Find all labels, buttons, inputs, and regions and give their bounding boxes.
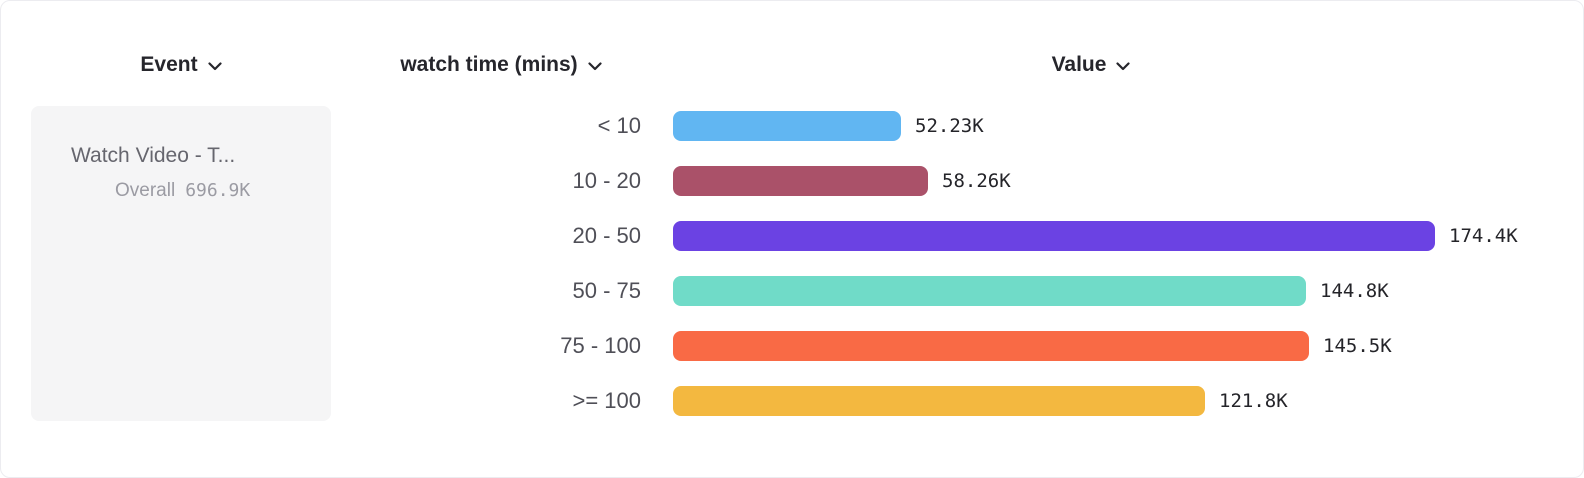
event-panel[interactable]: Watch Video - T... Overall 696.9K (31, 106, 331, 421)
bar-row: 10 - 20 58.26K (361, 153, 1563, 208)
overall-value: 696.9K (185, 180, 251, 201)
value-label: 58.26K (942, 169, 1011, 192)
category-label: 10 - 20 (572, 167, 642, 193)
bar-row: 50 - 75 144.8K (361, 263, 1563, 318)
bar[interactable] (673, 110, 901, 141)
bar-chart: < 10 52.23K 10 - 20 58.26K 20 - 50 174.4K 50 -… (361, 98, 1563, 428)
breakdown-column-header[interactable]: watch time (mins) (361, 53, 641, 77)
bar[interactable] (673, 385, 1205, 416)
bar[interactable] (673, 165, 928, 196)
category-label: >= 100 (572, 387, 641, 413)
chevron-down-icon (1116, 62, 1131, 71)
bar-row: 20 - 50 174.4K (361, 208, 1563, 263)
category-label: 75 - 100 (560, 332, 641, 358)
category-label: 50 - 75 (572, 277, 642, 303)
breakdown-column-label: watch time (mins) (400, 53, 578, 76)
chevron-down-icon (588, 62, 602, 71)
event-overall: Overall 696.9K (115, 180, 250, 202)
value-label: 52.23K (915, 114, 984, 137)
event-column-label: Event (140, 53, 198, 76)
bar-row: < 10 52.23K (361, 98, 1563, 153)
value-label: 144.8K (1320, 279, 1389, 302)
value-column-label: Value (1051, 53, 1107, 76)
bar-row: 75 - 100 145.5K (361, 318, 1563, 373)
event-name: Watch Video - T... (71, 144, 236, 167)
bar-row: >= 100 121.8K (361, 373, 1563, 428)
event-column-header[interactable]: Event (31, 53, 331, 77)
value-label: 121.8K (1219, 389, 1288, 412)
category-label: 20 - 50 (572, 222, 642, 248)
value-column-header[interactable]: Value (673, 53, 1509, 77)
category-label: < 10 (597, 112, 641, 138)
value-label: 145.5K (1323, 334, 1392, 357)
value-label: 174.4K (1449, 224, 1518, 247)
overall-label: Overall (115, 180, 176, 201)
chevron-down-icon (207, 62, 222, 71)
bar[interactable] (673, 220, 1435, 251)
bar[interactable] (673, 330, 1309, 361)
bar[interactable] (673, 275, 1306, 306)
